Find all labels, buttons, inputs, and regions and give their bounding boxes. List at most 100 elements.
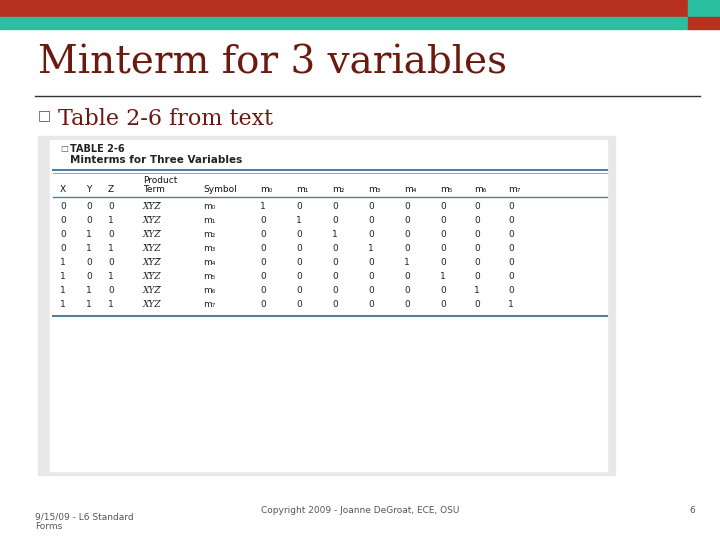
Text: 0: 0 <box>440 244 446 253</box>
Text: m₁: m₁ <box>203 216 215 225</box>
Text: 1: 1 <box>60 300 66 309</box>
Text: 0: 0 <box>296 230 302 239</box>
Text: 0: 0 <box>332 258 338 267</box>
Text: m₅: m₅ <box>440 185 452 194</box>
Text: Y: Y <box>86 185 91 194</box>
Text: m₇: m₇ <box>203 300 215 309</box>
Text: 0: 0 <box>60 244 66 253</box>
Text: 0: 0 <box>474 216 480 225</box>
Text: 0: 0 <box>440 300 446 309</box>
Text: 1: 1 <box>86 286 91 295</box>
Text: 0: 0 <box>260 216 266 225</box>
Text: 0: 0 <box>474 258 480 267</box>
Text: 0: 0 <box>296 258 302 267</box>
Text: Minterms for Three Variables: Minterms for Three Variables <box>70 155 242 165</box>
Text: 1: 1 <box>108 244 114 253</box>
Text: 0: 0 <box>296 272 302 281</box>
Text: m₆: m₆ <box>474 185 487 194</box>
Text: 0: 0 <box>404 244 410 253</box>
Text: 1: 1 <box>108 300 114 309</box>
Text: 0: 0 <box>260 230 266 239</box>
Text: 0: 0 <box>368 230 374 239</box>
Text: Minterm for 3 variables: Minterm for 3 variables <box>38 44 507 81</box>
Text: 0: 0 <box>332 300 338 309</box>
Text: 0: 0 <box>440 230 446 239</box>
Text: 1: 1 <box>404 258 410 267</box>
Text: 0: 0 <box>260 272 266 281</box>
Text: m₅: m₅ <box>203 272 215 281</box>
Text: 0: 0 <box>404 216 410 225</box>
Text: 1: 1 <box>332 230 338 239</box>
Text: 0: 0 <box>86 202 91 211</box>
Bar <box>0 17 688 29</box>
Text: 0: 0 <box>86 272 91 281</box>
Text: 1: 1 <box>474 286 480 295</box>
Text: 1: 1 <box>60 258 66 267</box>
Text: 0: 0 <box>404 230 410 239</box>
Text: 0: 0 <box>332 244 338 253</box>
Text: 0: 0 <box>508 286 514 295</box>
Text: X: X <box>60 185 66 194</box>
Text: □: □ <box>38 108 51 122</box>
Text: 0: 0 <box>368 258 374 267</box>
Text: 0: 0 <box>404 286 410 295</box>
Text: X̅Y̅Z: X̅Y̅Z <box>143 216 161 225</box>
Text: 0: 0 <box>474 230 480 239</box>
Text: 0: 0 <box>60 202 66 211</box>
Text: 0: 0 <box>508 216 514 225</box>
Text: Term: Term <box>143 185 165 194</box>
Text: Z: Z <box>108 185 114 194</box>
Text: 0: 0 <box>296 244 302 253</box>
Text: XYZ: XYZ <box>143 300 161 309</box>
Text: 0: 0 <box>368 272 374 281</box>
Text: m₀: m₀ <box>260 185 272 194</box>
Text: □: □ <box>60 144 68 153</box>
Text: m₄: m₄ <box>203 258 215 267</box>
Text: 1: 1 <box>440 272 446 281</box>
Text: 6: 6 <box>689 506 695 515</box>
Text: 0: 0 <box>474 244 480 253</box>
Text: X̅Y̅Z̅: X̅Y̅Z̅ <box>143 202 161 211</box>
Text: 0: 0 <box>474 300 480 309</box>
Text: TABLE 2-6: TABLE 2-6 <box>70 144 125 154</box>
Text: 1: 1 <box>86 230 91 239</box>
Text: m₆: m₆ <box>203 286 215 295</box>
Text: 0: 0 <box>260 300 266 309</box>
Text: 0: 0 <box>332 216 338 225</box>
Text: 0: 0 <box>260 244 266 253</box>
Text: m₁: m₁ <box>296 185 308 194</box>
Text: 0: 0 <box>440 286 446 295</box>
Text: m₃: m₃ <box>203 244 215 253</box>
Text: 1: 1 <box>60 272 66 281</box>
Text: 0: 0 <box>404 300 410 309</box>
Text: m₂: m₂ <box>203 230 215 239</box>
Text: XYZ̅: XYZ̅ <box>143 286 161 295</box>
Text: m₀: m₀ <box>203 202 215 211</box>
Text: 1: 1 <box>86 244 91 253</box>
Text: 0: 0 <box>368 202 374 211</box>
Text: 0: 0 <box>508 230 514 239</box>
Text: X̅YZ: X̅YZ <box>143 244 161 253</box>
Text: 0: 0 <box>86 258 91 267</box>
Text: 0: 0 <box>260 286 266 295</box>
Text: 1: 1 <box>108 272 114 281</box>
Text: 0: 0 <box>332 202 338 211</box>
Text: Copyright 2009 - Joanne DeGroat, ECE, OSU: Copyright 2009 - Joanne DeGroat, ECE, OS… <box>261 506 459 515</box>
Text: 0: 0 <box>296 202 302 211</box>
Text: 0: 0 <box>508 272 514 281</box>
Text: XY̅Z: XY̅Z <box>143 272 161 281</box>
Text: 0: 0 <box>332 286 338 295</box>
Text: Symbol: Symbol <box>203 185 237 194</box>
Text: 1: 1 <box>108 216 114 225</box>
Text: 1: 1 <box>60 286 66 295</box>
Text: 0: 0 <box>474 202 480 211</box>
Text: 0: 0 <box>508 202 514 211</box>
Text: 0: 0 <box>404 272 410 281</box>
Text: XY̅Z̅: XY̅Z̅ <box>143 258 161 267</box>
Text: m₃: m₃ <box>368 185 380 194</box>
Text: 0: 0 <box>508 258 514 267</box>
Text: Table 2-6 from text: Table 2-6 from text <box>58 108 273 130</box>
Text: m₂: m₂ <box>332 185 344 194</box>
Text: 0: 0 <box>108 258 114 267</box>
Text: 0: 0 <box>474 272 480 281</box>
